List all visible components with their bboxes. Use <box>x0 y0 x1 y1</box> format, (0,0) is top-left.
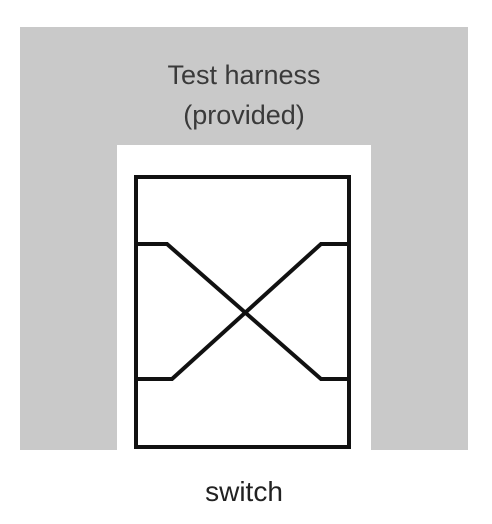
crossing-wire-bottom-left-to-top-right <box>136 242 349 381</box>
test-harness-subtitle: (provided) <box>183 100 305 130</box>
switch-label: switch <box>205 476 283 507</box>
test-harness-block: Test harness (provided) <box>20 27 468 450</box>
switch-box <box>134 175 351 449</box>
test-harness-label: Test harness (provided) <box>20 55 468 135</box>
test-harness-title: Test harness <box>167 60 321 90</box>
crossing-wire-top-left-to-bottom-right <box>136 242 349 381</box>
switch-slot <box>117 145 371 450</box>
